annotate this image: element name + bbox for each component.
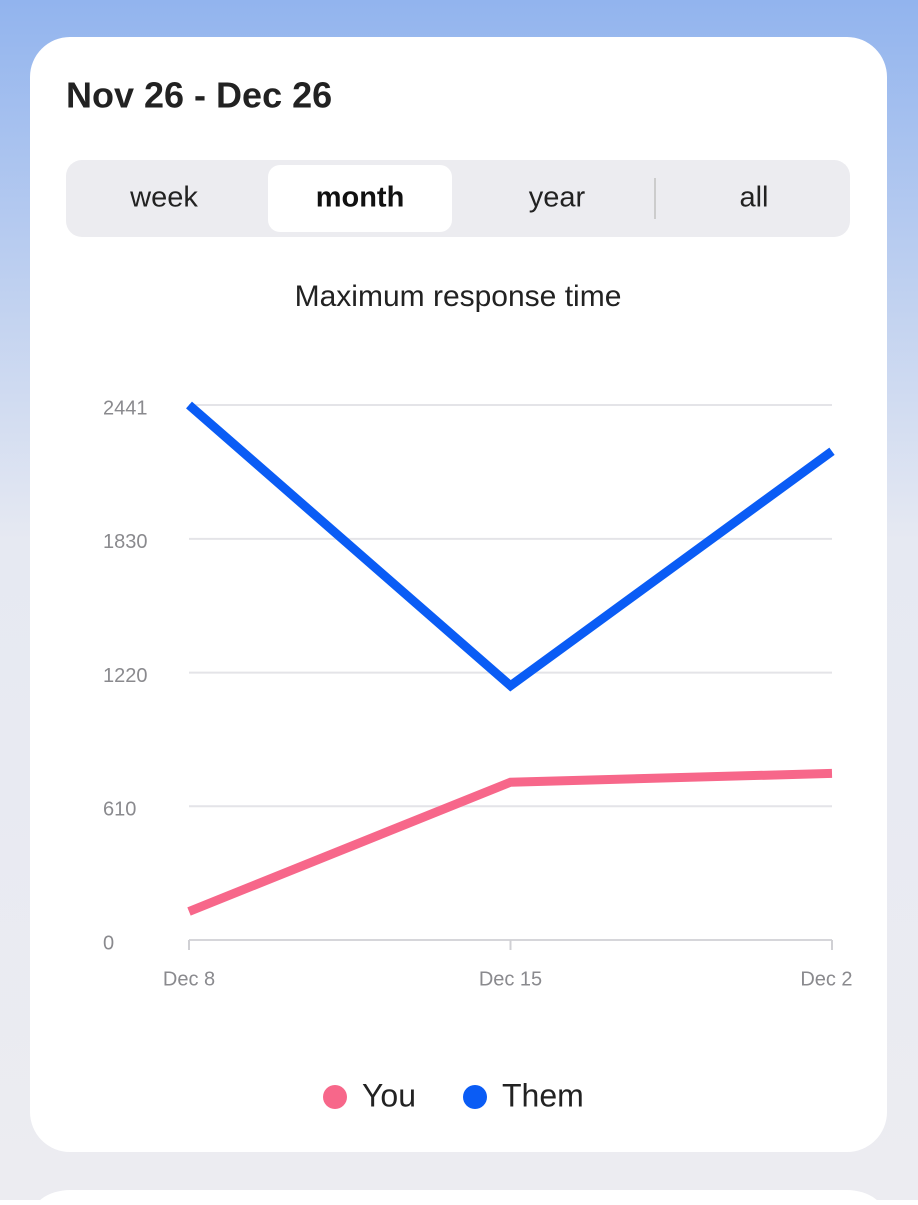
chart-title: Maximum response time [295, 280, 622, 313]
tab[interactable]: week [129, 182, 198, 214]
legend-label: You [362, 1077, 416, 1113]
y-tick-label: 610 [103, 799, 136, 821]
tab[interactable]: all [739, 182, 768, 214]
date-range: Nov 26 - Dec 26 [66, 75, 332, 116]
tab[interactable]: year [529, 182, 586, 214]
x-tick-label: Dec 22 [800, 968, 863, 990]
x-tick-label: Dec 15 [479, 968, 542, 990]
series-line [187, 768, 833, 916]
selected-segment [268, 165, 452, 232]
plot: 0 610 1220 1830 2441 Dec 8 Dec 15 Dec 22 [103, 397, 863, 990]
y-tick-label: 2441 [103, 397, 148, 419]
y-tick-label: 1220 [103, 665, 148, 687]
next-card [35, 1190, 882, 1205]
legend-label: Them [502, 1077, 584, 1113]
tab[interactable]: month [316, 182, 405, 214]
legend-swatch [323, 1085, 347, 1109]
card [30, 37, 887, 1152]
series-line [186, 401, 835, 692]
x-tick-label: Dec 8 [163, 968, 215, 990]
y-tick-label: 0 [103, 932, 114, 954]
legend-swatch [463, 1085, 487, 1109]
y-tick-label: 1830 [103, 531, 148, 553]
